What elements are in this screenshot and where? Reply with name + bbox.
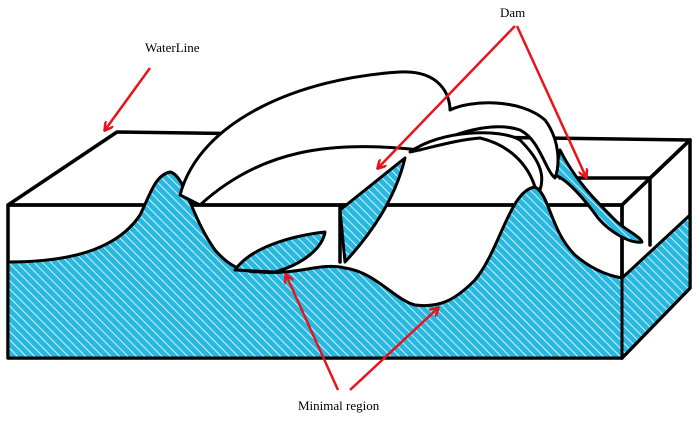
- minimal-region-label: Minimal region: [298, 398, 380, 413]
- waterline-label: WaterLine: [145, 40, 200, 55]
- water-front: [6, 170, 624, 360]
- waterline-arrow: [105, 67, 152, 130]
- dam-arches: [178, 70, 560, 207]
- dam-arrow-left: [378, 25, 516, 168]
- minimal-arrow-left: [286, 275, 340, 391]
- dam-arch-front: [408, 131, 544, 192]
- dam-arch-back: [178, 70, 560, 207]
- dam-label: Dam: [500, 5, 525, 20]
- minimal-region-pool: [233, 230, 327, 274]
- minimal-arrow-right: [349, 308, 438, 391]
- water-right-face: [620, 213, 692, 360]
- dam-tail-right: [553, 148, 644, 244]
- annotation-arrows: [105, 25, 586, 391]
- water-regions: [6, 148, 692, 360]
- dam-arrow-right: [515, 25, 586, 177]
- dam-slope-left: [338, 156, 407, 264]
